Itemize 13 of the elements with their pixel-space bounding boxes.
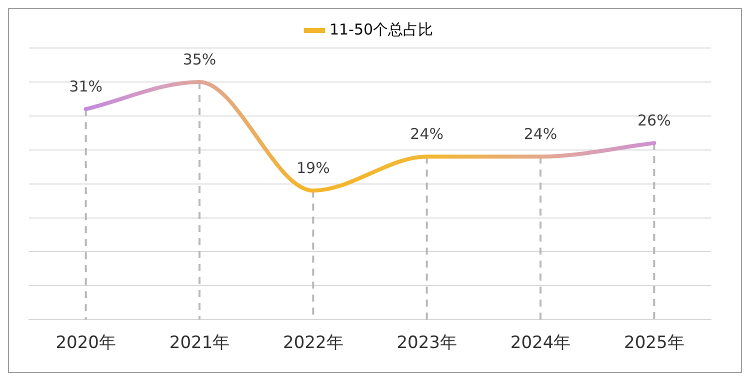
data-label: 31%	[69, 78, 103, 96]
data-label: 26%	[637, 111, 671, 130]
data-label: 24%	[410, 125, 444, 144]
legend-label: 11-50个总占比	[329, 20, 434, 38]
x-tick-label: 2024年	[510, 333, 571, 354]
x-tick-label: 2023年	[396, 333, 457, 354]
data-label: 24%	[524, 125, 558, 144]
x-tick-label: 2021年	[169, 333, 230, 354]
x-tick-label: 2020年	[56, 333, 116, 354]
data-label: 19%	[296, 158, 330, 177]
x-tick-label: 2022年	[283, 333, 344, 354]
data-label: 35%	[182, 50, 216, 68]
x-tick-label: 2025年	[624, 333, 684, 354]
